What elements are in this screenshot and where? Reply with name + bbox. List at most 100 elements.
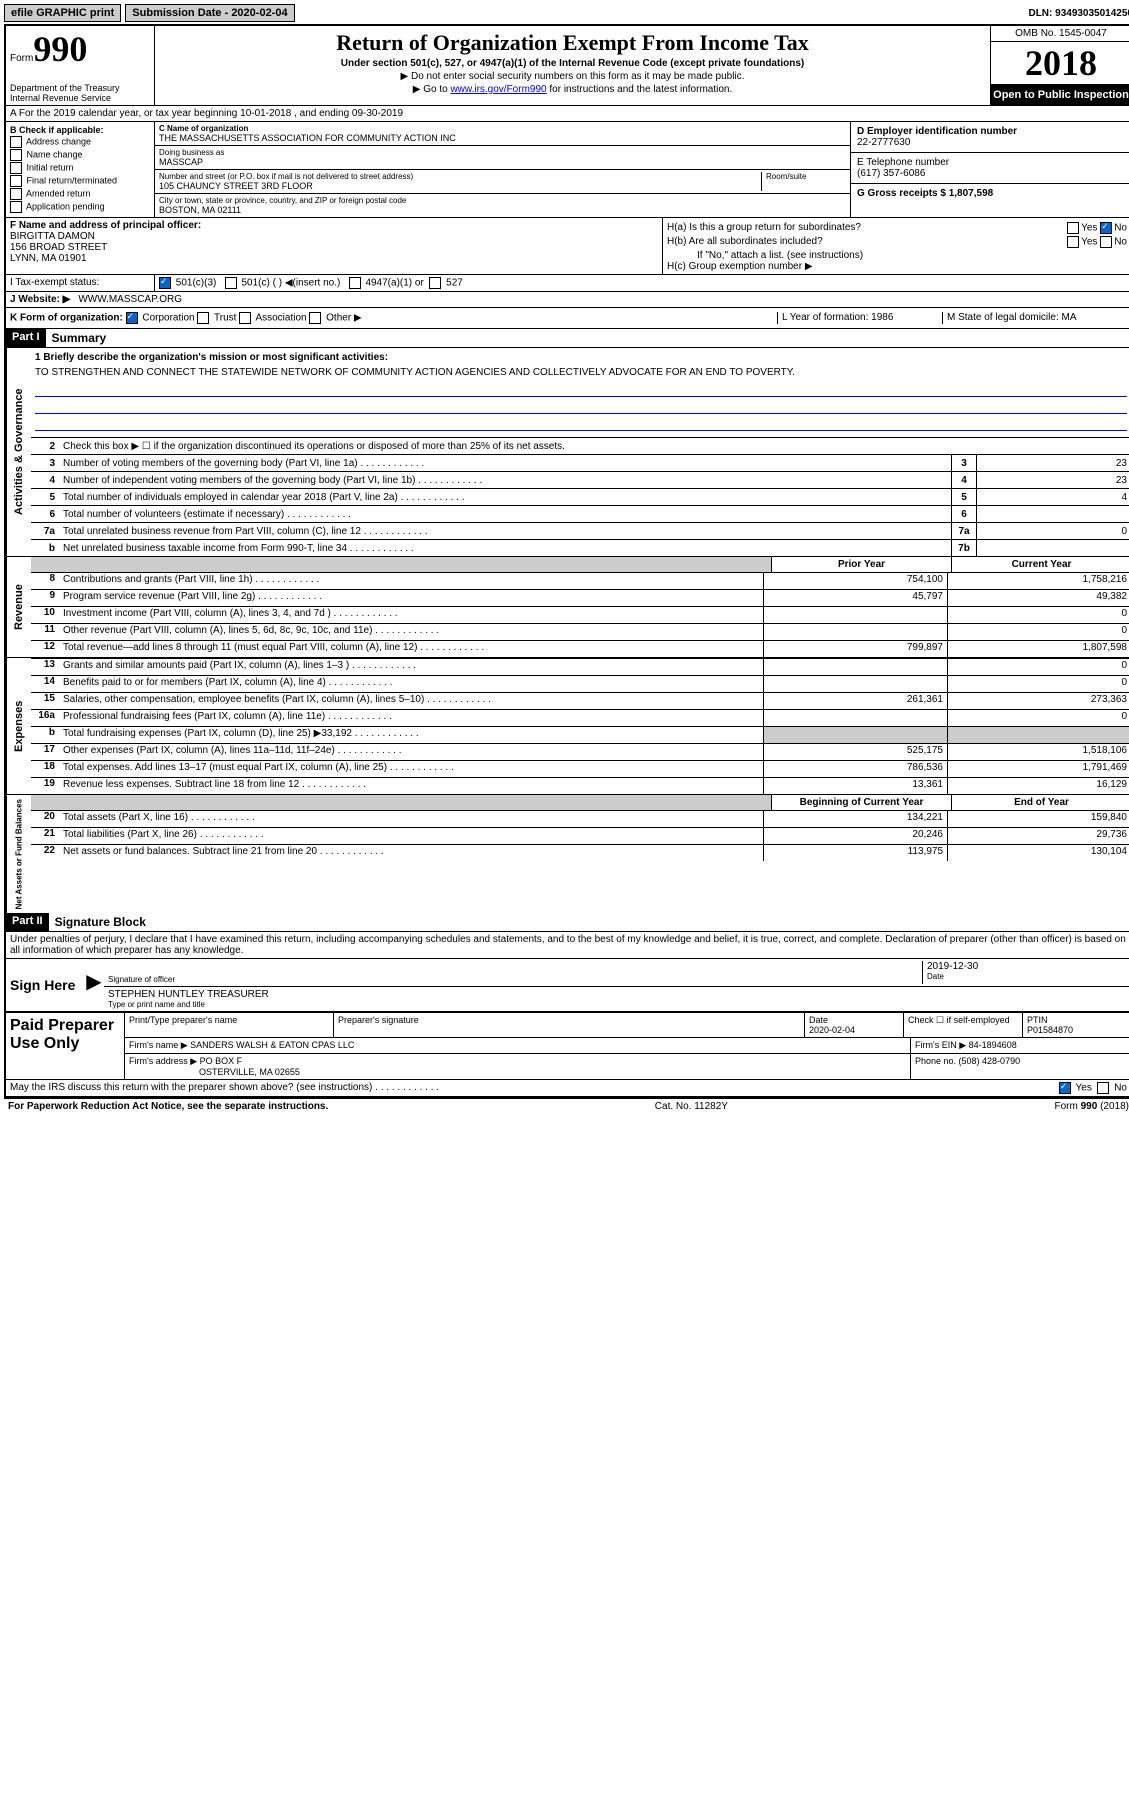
footer-mid: Cat. No. 11282Y [655,1101,728,1112]
col-b: B Check if applicable: Address change Na… [6,122,155,217]
line-row: 20Total assets (Part X, line 16)134,2211… [31,810,1129,827]
officer-label: F Name and address of principal officer: [10,220,658,231]
checkbox-trust[interactable] [197,312,209,324]
ein-label: D Employer identification number [857,126,1125,137]
officer-city: LYNN, MA 01901 [10,253,658,264]
form-prefix: Form [10,53,33,64]
efile-button[interactable]: efile GRAPHIC print [4,4,121,22]
part1-body: Activities & Governance 1 Briefly descri… [6,348,1129,556]
ein-value: 22-2777630 [857,137,1125,148]
col-begin-year: Beginning of Current Year [771,795,951,810]
line-row: 11Other revenue (Part VIII, column (A), … [31,623,1129,640]
irs-link[interactable]: www.irs.gov/Form990 [450,84,546,95]
row-i: I Tax-exempt status: 501(c)(3) 501(c) ( … [6,275,1129,292]
line-row: 14Benefits paid to or for members (Part … [31,675,1129,692]
sig-date-label: Date [927,972,1127,981]
dept-irs: Internal Revenue Service [10,93,150,103]
hb-note: If "No," attach a list. (see instruction… [667,250,1127,261]
phone-value: (617) 357-6086 [857,168,1125,179]
line-row: 18Total expenses. Add lines 13–17 (must … [31,760,1129,777]
submission-date-button[interactable]: Submission Date - 2020-02-04 [125,4,294,22]
hb-label: H(b) Are all subordinates included? [667,236,823,248]
checkbox-amended[interactable] [10,188,22,200]
signature-block: Under penalties of perjury, I declare th… [6,932,1129,1096]
discuss-label: May the IRS discuss this return with the… [10,1082,1059,1094]
form-title: Return of Organization Exempt From Incom… [159,30,986,56]
form-header: Form990 Department of the Treasury Inter… [6,26,1129,106]
col-b-title: B Check if applicable: [10,125,150,135]
ha-no[interactable] [1100,222,1112,234]
col-c: C Name of organization THE MASSACHUSETTS… [155,122,850,217]
line-row: 12Total revenue—add lines 8 through 11 (… [31,640,1129,657]
line-row: 19Revenue less expenses. Subtract line 1… [31,777,1129,794]
line-row: 4Number of independent voting members of… [31,471,1129,488]
line-row: 9Program service revenue (Part VIII, lin… [31,589,1129,606]
addr-label: Number and street (or P.O. box if mail i… [159,172,761,181]
checkbox-527[interactable] [429,277,441,289]
line-row: 8Contributions and grants (Part VIII, li… [31,572,1129,589]
checkbox-name-change[interactable] [10,149,22,161]
row-j: J Website: ▶ WWW.MASSCAP.ORG [6,292,1129,308]
checkbox-other[interactable] [309,312,321,324]
line-row: 21Total liabilities (Part X, line 26)20,… [31,827,1129,844]
check-self: Check ☐ if self-employed [904,1013,1023,1037]
prep-sig-label: Preparer's signature [334,1013,805,1037]
col-prior-year: Prior Year [771,557,951,572]
part2-header-row: Part II Signature Block [6,913,1129,932]
checkbox-initial-return[interactable] [10,162,22,174]
part2-title: Signature Block [49,913,152,931]
col-d-to-g: D Employer identification number 22-2777… [850,122,1129,217]
footer-left: For Paperwork Reduction Act Notice, see … [8,1101,328,1112]
section-b-to-g: B Check if applicable: Address change Na… [6,122,1129,218]
discuss-no[interactable] [1097,1082,1109,1094]
checkbox-assoc[interactable] [239,312,251,324]
checkbox-501c[interactable] [225,277,237,289]
dept-treasury: Department of the Treasury [10,83,150,93]
city-label: City or town, state or province, country… [159,196,846,205]
checkbox-final-return[interactable] [10,175,22,187]
omb-number: OMB No. 1545-0047 [991,26,1129,42]
year-formation: L Year of formation: 1986 [777,312,942,324]
ha-yes[interactable] [1067,222,1079,234]
hb-no[interactable] [1100,236,1112,248]
line-row: 5Total number of individuals employed in… [31,488,1129,505]
checkbox-4947[interactable] [349,277,361,289]
col-h: H(a) Is this a group return for subordin… [662,218,1129,274]
sig-officer-label: Signature of officer [108,975,922,984]
top-bar: efile GRAPHIC print Submission Date - 20… [4,4,1129,22]
form-container: Form990 Department of the Treasury Inter… [4,24,1129,1098]
line-row: 17Other expenses (Part IX, column (A), l… [31,743,1129,760]
org-name-label: C Name of organization [159,124,846,133]
mission-line [35,399,1127,414]
row-f-h: F Name and address of principal officer:… [6,218,1129,275]
hb-yes[interactable] [1067,236,1079,248]
state-domicile: M State of legal domicile: MA [942,312,1127,324]
mission-line [35,382,1127,397]
tax-year: 2018 [991,42,1129,85]
org-name: THE MASSACHUSETTS ASSOCIATION FOR COMMUN… [159,133,846,143]
net-assets-section: Net Assets or Fund Balances Beginning of… [6,794,1129,913]
officer-addr: 156 BROAD STREET [10,242,658,253]
line-row: bTotal fundraising expenses (Part IX, co… [31,726,1129,743]
website-value: WWW.MASSCAP.ORG [74,292,186,307]
row-k: K Form of organization: Corporation Trus… [6,308,1129,329]
col-f: F Name and address of principal officer:… [6,218,662,274]
checkbox-address-change[interactable] [10,136,22,148]
phone-label: E Telephone number [857,157,1125,168]
discuss-yes[interactable] [1059,1082,1071,1094]
paid-preparer-section: Paid Preparer Use Only Print/Type prepar… [6,1012,1129,1079]
checkbox-corp[interactable] [126,312,138,324]
ptin-label: PTIN [1027,1015,1127,1025]
vtext-expenses: Expenses [6,658,31,794]
line2-text: Check this box ▶ ☐ if the organization d… [59,440,1129,453]
officer-name: BIRGITTA DAMON [10,231,658,242]
website-label: J Website: ▶ [6,292,74,307]
form-footer: For Paperwork Reduction Act Notice, see … [4,1098,1129,1114]
form-number: 990 [33,29,87,69]
mission-line [35,416,1127,431]
tax-exempt-label: I Tax-exempt status: [6,275,155,291]
checkbox-501c3[interactable] [159,277,171,289]
prep-date: 2020-02-04 [809,1025,899,1035]
officer-name-typed: STEPHEN HUNTLEY TREASURER [108,989,269,1000]
checkbox-application-pending[interactable] [10,201,22,213]
